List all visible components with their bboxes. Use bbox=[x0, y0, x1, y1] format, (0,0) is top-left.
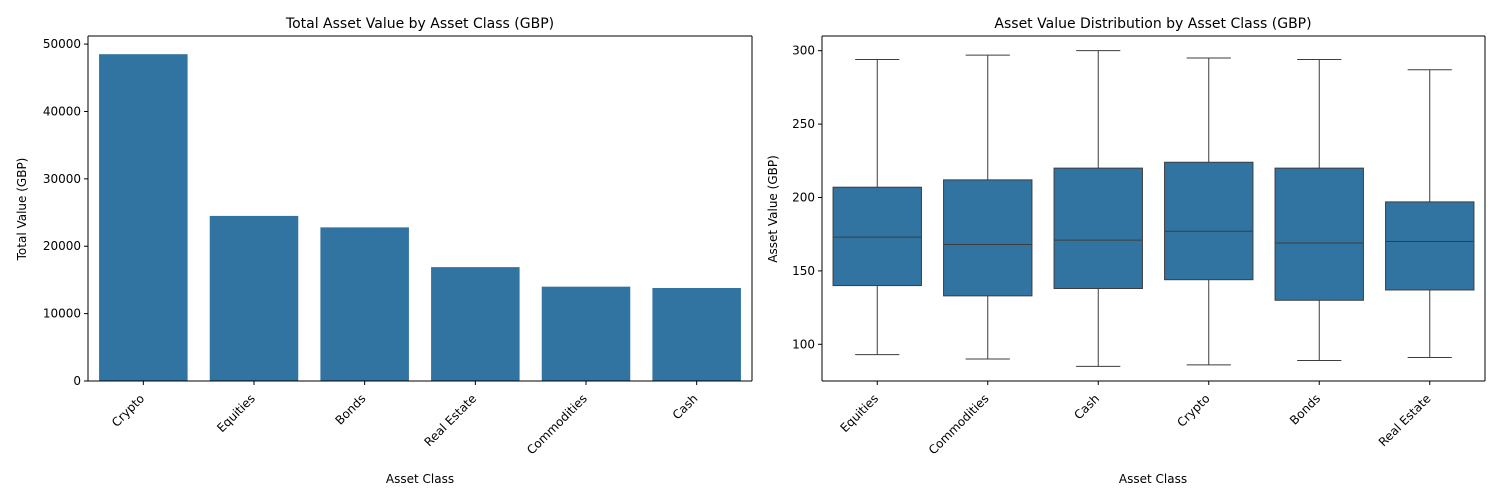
bar bbox=[652, 288, 741, 381]
y-tick-label: 30000 bbox=[43, 172, 81, 186]
box-chart-marks bbox=[832, 50, 1475, 367]
x-tick-label: Commodities bbox=[524, 391, 590, 457]
y-tick-label: 250 bbox=[792, 117, 815, 131]
x-tick-label: Bonds bbox=[1287, 391, 1323, 427]
x-tick-label: Cash bbox=[1071, 391, 1102, 422]
y-tick-label: 50000 bbox=[43, 37, 81, 51]
box-iqr bbox=[943, 179, 1033, 297]
bar bbox=[99, 54, 188, 381]
x-tick-label: Cash bbox=[670, 391, 701, 422]
bar-chart-xlabel: Asset Class bbox=[386, 472, 454, 486]
bar-chart-total-value: Total Asset Value by Asset Class (GBP) 0… bbox=[15, 16, 753, 486]
x-tick-label: Bonds bbox=[332, 391, 368, 427]
y-tick-label: 150 bbox=[792, 264, 815, 278]
bar bbox=[541, 286, 631, 381]
box-iqr bbox=[832, 186, 922, 287]
box-chart-title: Asset Value Distribution by Asset Class … bbox=[994, 16, 1311, 32]
bar bbox=[431, 267, 520, 381]
bar-chart-title: Total Asset Value by Asset Class (GBP) bbox=[285, 16, 554, 32]
y-tick-label: 200 bbox=[792, 190, 815, 204]
y-tick-label: 0 bbox=[73, 374, 81, 388]
box-iqr bbox=[1053, 167, 1143, 290]
box-chart-ylabel: Asset Value (GBP) bbox=[766, 155, 780, 263]
x-tick-label: Real Estate bbox=[1376, 391, 1434, 449]
x-tick-label: Equities bbox=[837, 391, 881, 435]
bar bbox=[209, 215, 299, 381]
x-tick-label: Real Estate bbox=[421, 391, 479, 449]
box-iqr bbox=[1385, 201, 1475, 291]
x-tick-label: Crypto bbox=[109, 391, 147, 429]
box-chart-distribution: Asset Value Distribution by Asset Class … bbox=[766, 16, 1486, 486]
bar-chart-marks bbox=[99, 54, 741, 381]
y-tick-label: 10000 bbox=[43, 307, 81, 321]
y-tick-label: 100 bbox=[792, 337, 815, 351]
box-iqr bbox=[1274, 167, 1364, 301]
x-tick-label: Crypto bbox=[1174, 391, 1212, 429]
bar-chart-ylabel: Total Value (GBP) bbox=[15, 158, 29, 262]
bar bbox=[320, 227, 409, 381]
y-tick-label: 300 bbox=[792, 44, 815, 58]
box-iqr bbox=[1164, 161, 1254, 281]
y-tick-label: 20000 bbox=[43, 239, 81, 253]
y-tick-label: 40000 bbox=[43, 104, 81, 118]
x-tick-label: Commodities bbox=[926, 391, 992, 457]
box-chart-xlabel: Asset Class bbox=[1119, 472, 1187, 486]
x-tick-label: Equities bbox=[214, 391, 258, 435]
